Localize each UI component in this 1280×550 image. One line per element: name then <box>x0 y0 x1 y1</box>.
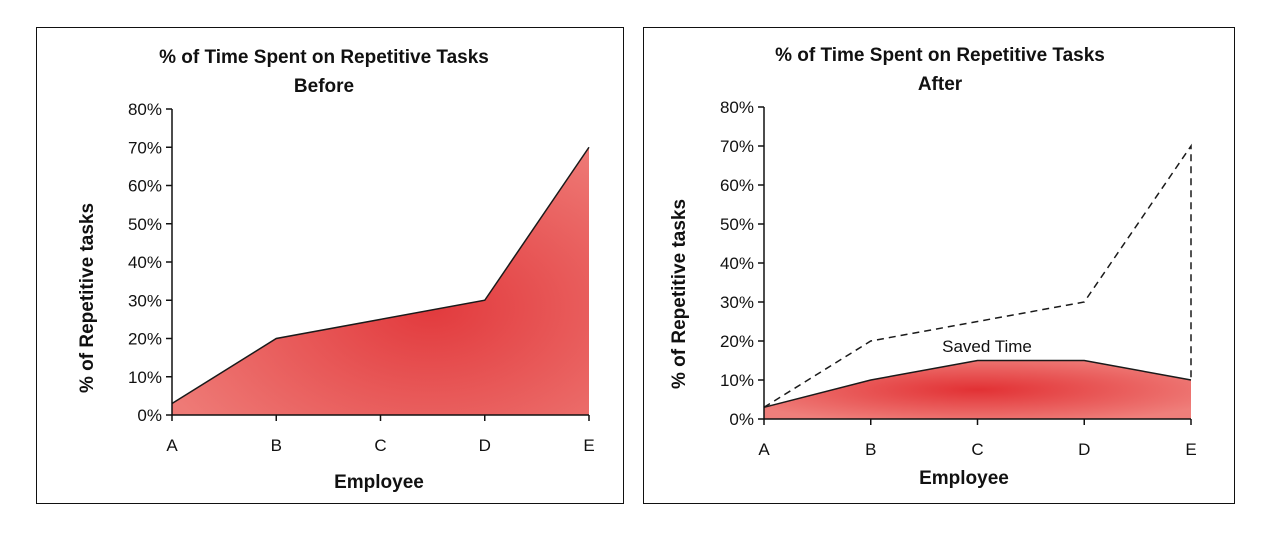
x-tick-label: E <box>1185 440 1196 459</box>
x-tick-label: C <box>374 436 386 455</box>
chart-title: % of Time Spent on Repetitive Tasks <box>775 45 1105 66</box>
area-fill <box>764 360 1191 419</box>
y-tick-label: 10% <box>128 368 162 387</box>
area-line <box>171 146 590 405</box>
y-tick-label: 60% <box>720 176 754 195</box>
dashed-line <box>763 143 1192 408</box>
x-tick-label: B <box>865 440 876 459</box>
y-tick-label: 80% <box>720 98 754 117</box>
y-tick-label: 10% <box>720 371 754 390</box>
x-tick-label: C <box>971 440 983 459</box>
y-tick-label: 50% <box>720 215 754 234</box>
area-fill <box>172 147 589 415</box>
y-tick-label: 30% <box>720 293 754 312</box>
chart-panel-after: % of Time Spent on Repetitive Tasks Afte… <box>643 27 1235 504</box>
x-tick-label: B <box>271 436 282 455</box>
y-tick-label: 0% <box>137 406 162 425</box>
chart-before-svg: % of Time Spent on Repetitive Tasks Befo… <box>77 47 595 493</box>
x-tick-label: A <box>166 436 178 455</box>
y-tick-label: 70% <box>128 138 162 157</box>
saved-time-annotation: Saved Time <box>942 337 1032 356</box>
x-tick-label: A <box>758 440 770 459</box>
x-tick-label: E <box>583 436 594 455</box>
y-tick-label: 50% <box>128 215 162 234</box>
chart-subtitle: After <box>918 74 963 95</box>
y-tick-label: 80% <box>128 100 162 119</box>
x-tick-label: D <box>479 436 491 455</box>
y-tick-label: 40% <box>720 254 754 273</box>
x-axis-label: Employee <box>334 472 424 493</box>
y-tick-label: 30% <box>128 291 162 310</box>
y-tick-label: 20% <box>128 330 162 349</box>
chart-subtitle: Before <box>294 76 354 97</box>
chart-after-svg: % of Time Spent on Repetitive Tasks Afte… <box>669 45 1197 489</box>
area-line <box>763 359 1192 409</box>
y-tick-label: 60% <box>128 177 162 196</box>
x-axis-label: Employee <box>919 468 1009 489</box>
y-axis-label: % of Repetitive tasks <box>669 199 690 389</box>
y-tick-label: 40% <box>128 253 162 272</box>
y-tick-label: 0% <box>729 410 754 429</box>
chart-title: % of Time Spent on Repetitive Tasks <box>159 47 489 68</box>
y-axis-label: % of Repetitive tasks <box>77 203 98 393</box>
chart-panel-before: % of Time Spent on Repetitive Tasks Befo… <box>36 27 624 504</box>
x-tick-label: D <box>1078 440 1090 459</box>
y-tick-label: 20% <box>720 332 754 351</box>
y-tick-label: 70% <box>720 137 754 156</box>
